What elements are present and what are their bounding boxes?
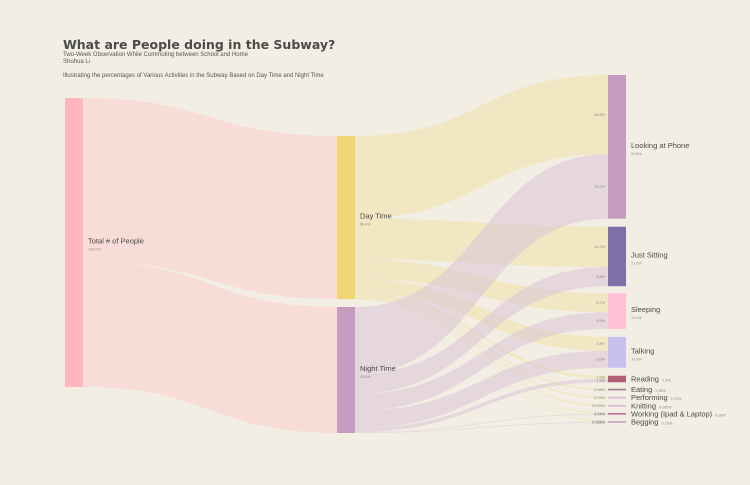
node-talking <box>608 336 626 368</box>
sankey-labels: Total # of People 100.0% Day Time 56.4% Nigh… <box>88 141 727 427</box>
link-pct-day-reading: 1.0% <box>596 376 605 380</box>
node-pct-working: 0.38% <box>715 413 726 417</box>
node-total <box>65 98 83 387</box>
node-pct-night: 43.6% <box>360 375 371 379</box>
link-pct-day-eating: 0.38% <box>594 388 605 392</box>
node-sleeping <box>608 293 626 329</box>
node-pct-begging: 0.19% <box>662 421 673 425</box>
node-label-knitting: Knitting <box>631 401 656 410</box>
node-pct-reading: 2.3% <box>662 379 671 383</box>
link-night-begging <box>355 421 608 434</box>
node-label-sitting: Just Sitting <box>631 250 668 259</box>
node-pct-talking: 10.9% <box>631 357 642 361</box>
sankey-nodes <box>65 75 626 433</box>
node-working <box>608 413 626 415</box>
link-pct-day-talking: 4.9% <box>596 342 605 346</box>
link-pct-night-begging: 0.095% <box>592 421 606 425</box>
node-eating <box>608 388 626 391</box>
link-day-performing <box>355 297 608 399</box>
node-day <box>337 136 355 299</box>
node-night <box>337 306 355 433</box>
link-night-talking <box>355 350 608 429</box>
link-pct-night-talking: 6.0% <box>596 358 605 362</box>
node-pct-sitting: 21.0% <box>631 261 642 265</box>
node-knitting <box>608 404 626 407</box>
link-total-day <box>83 98 337 299</box>
node-reading <box>608 375 626 383</box>
link-pct-day-performing: 0.19% <box>594 396 605 400</box>
node-pct-performing: 0.19% <box>671 397 682 401</box>
node-label-day: Day Time <box>360 211 392 220</box>
link-night-sleeping <box>355 312 608 411</box>
link-pct-night-reading: 1.3% <box>596 379 605 383</box>
chart-description: Illustrating the percentages of Various … <box>63 73 324 79</box>
node-pct-total: 100.0% <box>88 248 102 252</box>
node-label-working: Working (Ipad & Laptop) <box>631 409 713 418</box>
chart-subtitle: Two-Week Observation While Commuting bet… <box>63 52 248 58</box>
sankey-links: 28.6% 14.2% 6.7% 4.9% 1.0% 0.38% 0.19% 0.095% 0.… <box>83 75 608 434</box>
link-night-reading <box>355 378 608 432</box>
node-label-begging: Begging <box>631 417 659 426</box>
node-begging <box>608 421 626 423</box>
link-pct-day-sitting: 14.2% <box>594 245 605 249</box>
link-pct-day-working: 0.19% <box>594 412 605 416</box>
node-label-talking: Talking <box>631 346 654 355</box>
node-label-sleeping: Sleeping <box>631 305 660 314</box>
node-pct-sleeping: 12.6% <box>631 316 642 320</box>
link-day-knitting <box>355 297 608 407</box>
link-day-looking <box>355 75 608 219</box>
node-label-total: Total # of People <box>88 237 144 246</box>
node-label-reading: Reading <box>631 375 659 384</box>
node-pct-knitting: 0.095% <box>659 405 673 409</box>
link-total-night <box>83 260 337 433</box>
node-pct-eating: 0.38% <box>655 389 666 393</box>
link-night-sitting <box>355 266 608 394</box>
link-pct-day-begging: 0.095% <box>592 420 606 424</box>
link-pct-day-looking: 28.6% <box>594 113 605 117</box>
node-sitting <box>608 226 626 287</box>
node-performing <box>608 396 626 399</box>
node-label-looking: Looking at Phone <box>631 141 689 150</box>
link-day-eating <box>355 296 608 391</box>
node-pct-day: 56.4% <box>360 222 371 226</box>
link-pct-night-sleeping: 5.9% <box>596 319 605 323</box>
node-label-night: Night Time <box>360 364 396 373</box>
link-pct-night-sitting: 6.8% <box>596 275 605 279</box>
link-pct-night-looking: 23.2% <box>594 185 605 189</box>
chart-author: Shuhua Li <box>63 59 91 65</box>
chart-header: What are People doing in the Subway? Two… <box>63 37 683 80</box>
link-night-working <box>355 413 608 433</box>
node-looking <box>608 75 626 219</box>
link-pct-day-knitting: 0.095% <box>592 404 606 408</box>
node-label-performing: Performing <box>631 393 668 402</box>
node-pct-looking: 51.8% <box>631 152 642 156</box>
link-pct-day-sleeping: 6.7% <box>596 301 605 305</box>
node-label-eating: Eating <box>631 385 652 394</box>
link-pct-night-working: 0.19% <box>594 413 605 417</box>
link-night-looking <box>355 154 608 375</box>
chart-title: What are People doing in the Subway? <box>63 37 336 52</box>
